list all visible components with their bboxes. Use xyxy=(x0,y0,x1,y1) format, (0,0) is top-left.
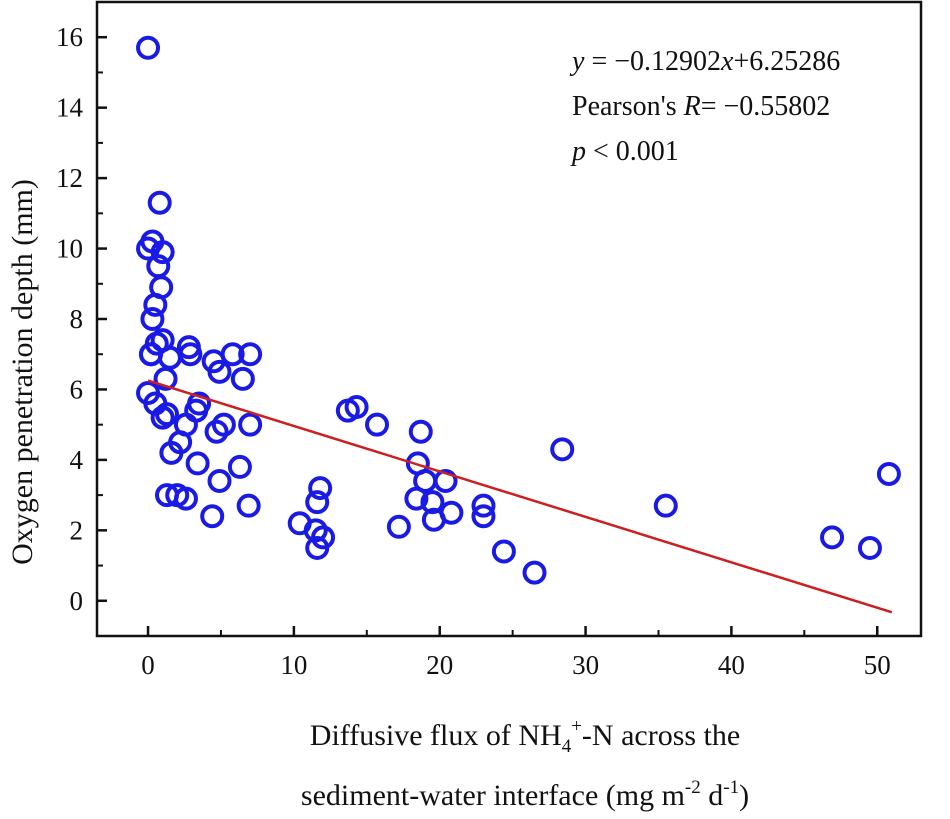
data-point xyxy=(236,493,261,518)
x-title2-suffix: ) xyxy=(739,779,749,812)
data-point xyxy=(238,342,263,367)
data-point xyxy=(207,359,232,384)
data-point xyxy=(147,190,172,215)
data-point xyxy=(153,366,178,391)
data-point xyxy=(408,419,433,444)
x-title2-mid: d xyxy=(701,779,724,812)
data-point xyxy=(308,476,333,501)
data-point xyxy=(155,402,180,427)
data-point xyxy=(157,345,182,370)
p-value-annotation: p < 0.001 xyxy=(570,136,679,167)
x-tick-label: 50 xyxy=(864,650,891,680)
y-tick-label: 2 xyxy=(70,515,84,545)
x-tick-label: 10 xyxy=(280,650,307,680)
equation-slope: = −0.12902 xyxy=(584,46,721,77)
data-point xyxy=(305,535,330,560)
data-point xyxy=(185,451,210,476)
y-tick-label: 12 xyxy=(56,163,83,193)
data-point xyxy=(413,469,438,494)
data-point xyxy=(227,454,252,479)
data-point xyxy=(653,493,678,518)
data-point xyxy=(433,469,458,494)
pearson-r-symbol: R xyxy=(683,91,701,122)
data-points xyxy=(136,35,901,585)
y-tick-label: 14 xyxy=(56,93,84,123)
y-tick-label: 10 xyxy=(56,234,83,264)
x-title2-sup1: -2 xyxy=(685,777,701,798)
data-point xyxy=(211,412,236,437)
x-tick-label: 20 xyxy=(426,650,453,680)
data-point xyxy=(471,504,496,529)
data-point xyxy=(173,486,198,511)
data-point xyxy=(207,469,232,494)
x-title-suffix: -N across the xyxy=(582,719,740,752)
x-tick-label: 0 xyxy=(141,650,155,680)
pearson-r-annotation: Pearson's R= −0.55802 xyxy=(572,91,830,122)
x-title-superscript: + xyxy=(571,716,582,737)
x-tick-label: 40 xyxy=(718,650,745,680)
regression-line xyxy=(147,379,893,614)
x-axis-ticks: 0 10 20 30 40 50 xyxy=(141,626,891,680)
data-point xyxy=(550,437,575,462)
y-tick-label: 0 xyxy=(70,586,84,616)
data-point xyxy=(365,412,390,437)
y-tick-label: 6 xyxy=(70,374,84,404)
equation-y: y xyxy=(569,46,585,77)
data-point xyxy=(230,366,255,391)
p-value: < 0.001 xyxy=(586,136,679,167)
pearson-r-value: = −0.55802 xyxy=(701,91,831,122)
equation-intercept: +6.25286 xyxy=(733,46,840,77)
data-point xyxy=(150,405,175,430)
data-point xyxy=(204,419,229,444)
data-point xyxy=(140,307,165,331)
pearson-prefix: Pearson's xyxy=(572,91,684,122)
data-point xyxy=(820,525,845,550)
data-point xyxy=(471,493,496,518)
x-title-prefix: Diffusive flux of NH xyxy=(310,719,562,752)
data-point xyxy=(386,514,411,539)
x-title-subscript: 4 xyxy=(562,736,572,757)
data-point xyxy=(344,395,369,420)
x-axis-title-line2: sediment-water interface (mg m-2 d-1) xyxy=(301,777,749,812)
data-point xyxy=(439,500,464,525)
data-point xyxy=(149,275,174,300)
data-point xyxy=(159,440,184,465)
data-point xyxy=(857,535,882,560)
x-title2-sup2: -1 xyxy=(723,777,739,798)
p-symbol: p xyxy=(570,136,586,167)
data-point xyxy=(522,560,547,585)
y-tick-label: 4 xyxy=(70,445,84,475)
equation-x: x xyxy=(720,46,734,77)
y-tick-label: 16 xyxy=(56,22,83,52)
x-title2-prefix: sediment-water interface (mg m xyxy=(301,779,685,812)
x-tick-label: 30 xyxy=(572,650,599,680)
regression-equation: y = −0.12902x+6.25286 xyxy=(569,46,840,77)
data-point xyxy=(200,504,225,529)
x-axis-title-line1: Diffusive flux of NH4+-N across the xyxy=(310,716,740,757)
data-point xyxy=(303,518,328,543)
data-point xyxy=(150,240,175,265)
y-axis-ticks: 0 2 4 6 8 10 12 14 16 xyxy=(56,22,107,616)
data-point xyxy=(491,539,516,564)
data-point xyxy=(238,412,263,437)
data-point xyxy=(136,35,161,60)
data-point xyxy=(876,461,901,486)
data-point xyxy=(420,490,445,515)
y-tick-label: 8 xyxy=(70,304,84,334)
data-point xyxy=(220,342,245,367)
data-point xyxy=(305,490,330,515)
y-axis-title: Oxygen penetration depth (mm) xyxy=(6,179,39,565)
